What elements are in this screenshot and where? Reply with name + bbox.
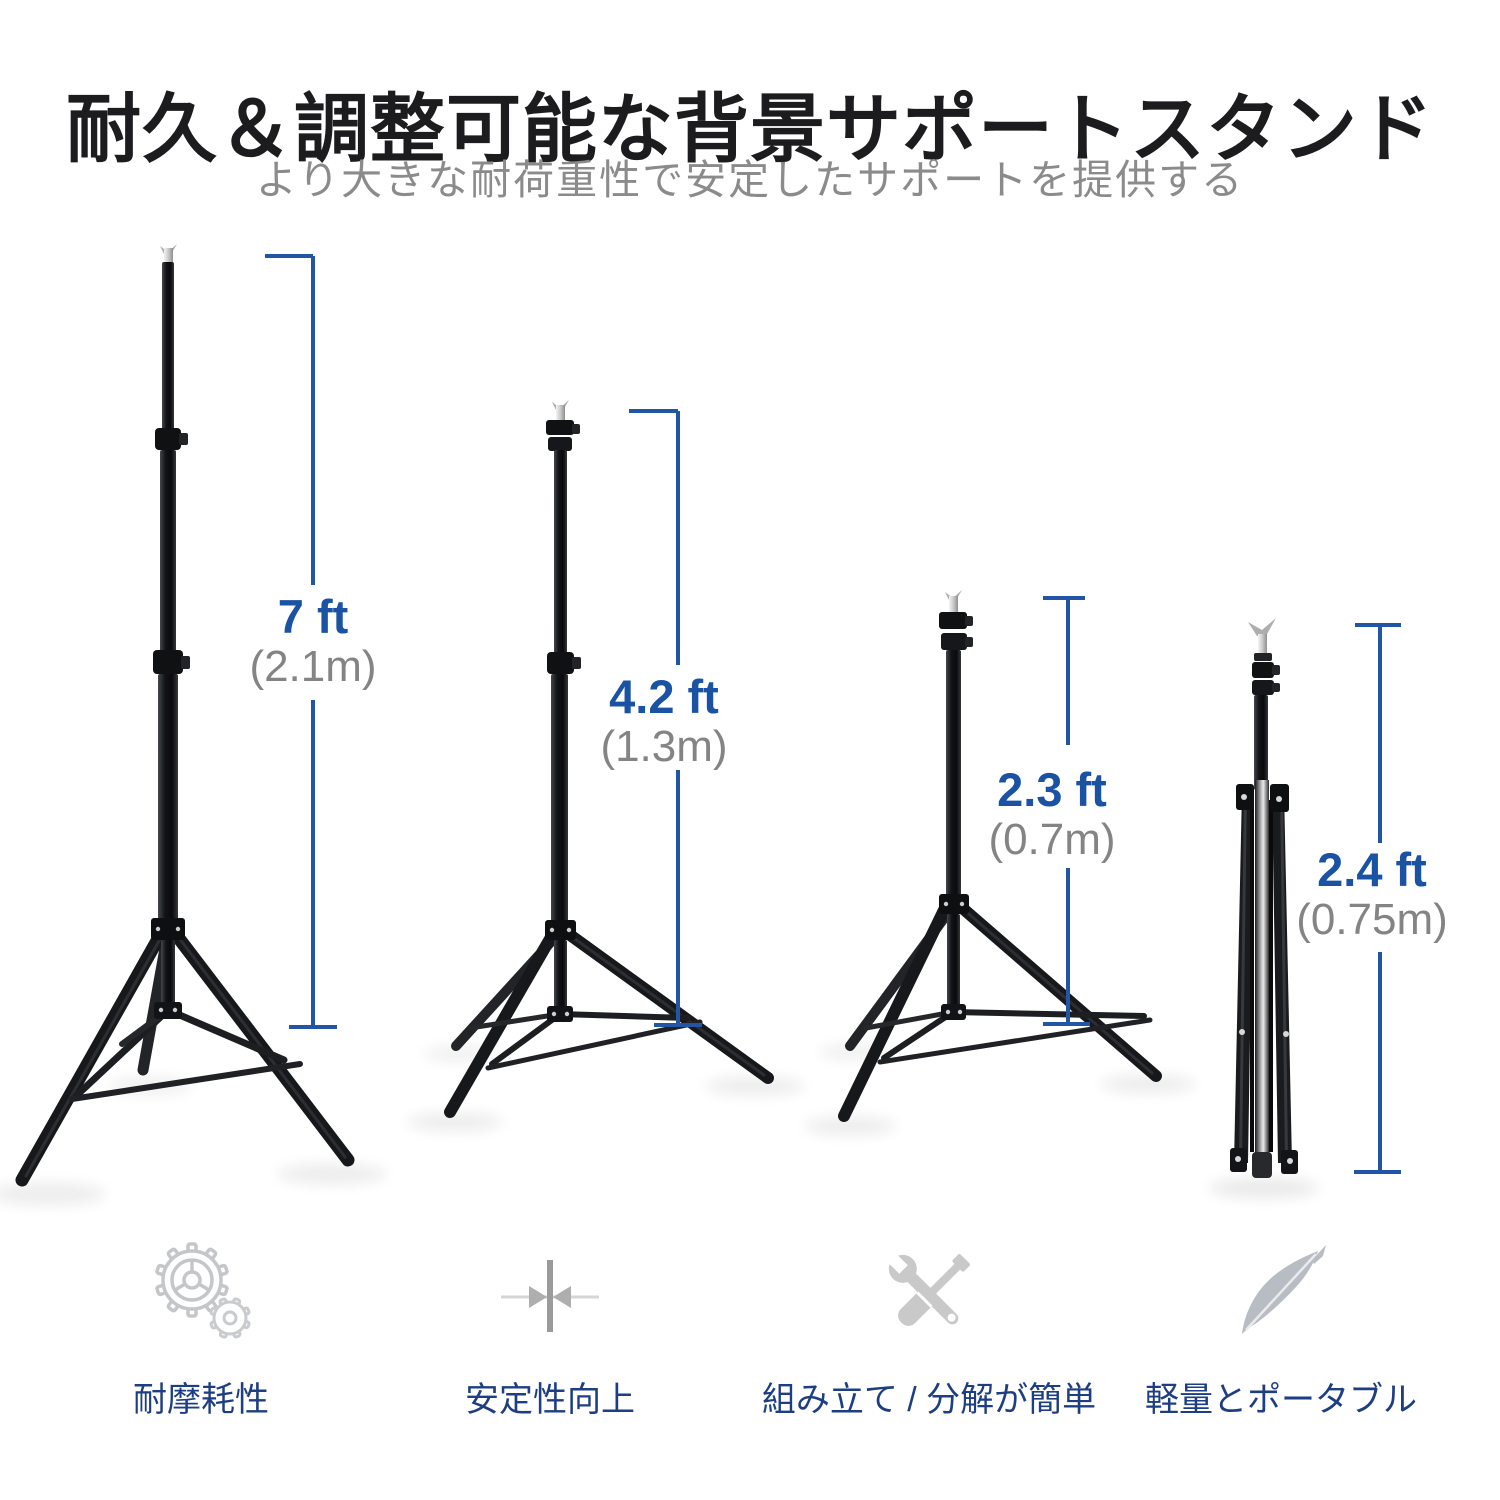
stand-4ft [407,400,805,1131]
feature-label: 耐摩耗性 [133,1381,269,1419]
converge-arrows-icon [501,1260,599,1332]
height-feet: 2.4 ft [1317,843,1427,896]
gears-icon [155,1242,251,1339]
height-meters: (1.3m) [600,721,728,771]
measure-line-2ft [1043,596,1090,1026]
stand-7ft [0,244,387,1205]
measurement-label-2ft: 2.3 ft (0.7m) [988,763,1116,864]
height-feet: 7 ft [277,590,349,643]
measurement-label-7ft: 7 ft (2.1m) [249,590,377,691]
feature-label: 軽量とポータブル [1145,1381,1417,1419]
page-subtitle: より大きな耐荷重性で安定したサポートを提供する [255,157,1245,203]
feature-stability: 安定性向上 [340,1240,760,1421]
screwdriver [898,1254,970,1326]
page-title: 耐久＆調整可能な背景サポートスタンド [65,87,1434,172]
measure-line-folded [1354,623,1401,1174]
feature-easy-assembly: 組み立て / 分解が簡単 [719,1240,1139,1421]
measure-line-4ft [629,409,702,1027]
feature-label: 安定性向上 [465,1381,635,1419]
feature-label: 組み立て / 分解が簡単 [761,1381,1097,1419]
measurement-label-4ft: 4.2 ft (1.3m) [600,670,728,771]
height-feet: 2.3 ft [997,763,1107,816]
stand-folded [1209,618,1319,1198]
feature-wear-resistance: 耐摩耗性 [0,1240,411,1421]
feather-icon [1242,1245,1326,1334]
tools-icon [887,1253,970,1326]
height-meters: (0.75m) [1296,894,1448,944]
measure-lines [265,254,1401,1174]
height-meters: (0.7m) [988,814,1116,864]
measure-line-7ft [265,254,337,1029]
stand-2ft [804,590,1196,1135]
height-meters: (2.1m) [249,641,377,691]
measurement-label-folded: 2.4 ft (0.75m) [1296,843,1448,944]
feature-lightweight: 軽量とポータブル [1071,1240,1491,1421]
height-feet: 4.2 ft [609,670,719,723]
